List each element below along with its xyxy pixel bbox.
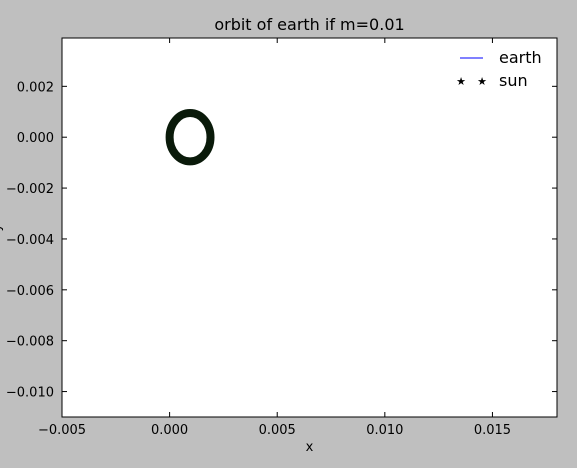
x-tick-label: 0.015 (474, 423, 511, 438)
legend: earth ★ ★ sun (456, 48, 542, 90)
legend-sun-star-2: ★ (477, 75, 487, 88)
x-axis-label: x (306, 440, 314, 455)
y-tick-label: −0.008 (6, 335, 54, 350)
legend-sun-label: sun (499, 71, 528, 90)
x-tick-label: 0.010 (366, 423, 403, 438)
y-tick-label: −0.002 (6, 182, 54, 197)
legend-earth-label: earth (499, 48, 542, 67)
y-tick-label: −0.006 (6, 284, 54, 299)
x-tick-label: −0.005 (38, 423, 86, 438)
chart-title: orbit of earth if m=0.01 (214, 15, 404, 34)
plot-area (61, 37, 558, 418)
earth-orbit-line (165, 109, 215, 166)
orbit-layer (165, 109, 215, 166)
y-axis-label: y (0, 223, 4, 231)
y-tick-label: 0.002 (17, 80, 54, 95)
legend-sun-star-1: ★ (456, 75, 466, 88)
y-tick-label: 0.000 (17, 131, 54, 146)
x-tick-label: 0.005 (259, 423, 296, 438)
y-tick-label: −0.004 (6, 233, 54, 248)
y-tick-label: −0.010 (6, 386, 54, 401)
ticks-layer: −0.005 0.000 0.005 0.010 0.015 0.002 0.000 −0.0… (6, 38, 557, 438)
x-tick-label: 0.000 (151, 423, 188, 438)
